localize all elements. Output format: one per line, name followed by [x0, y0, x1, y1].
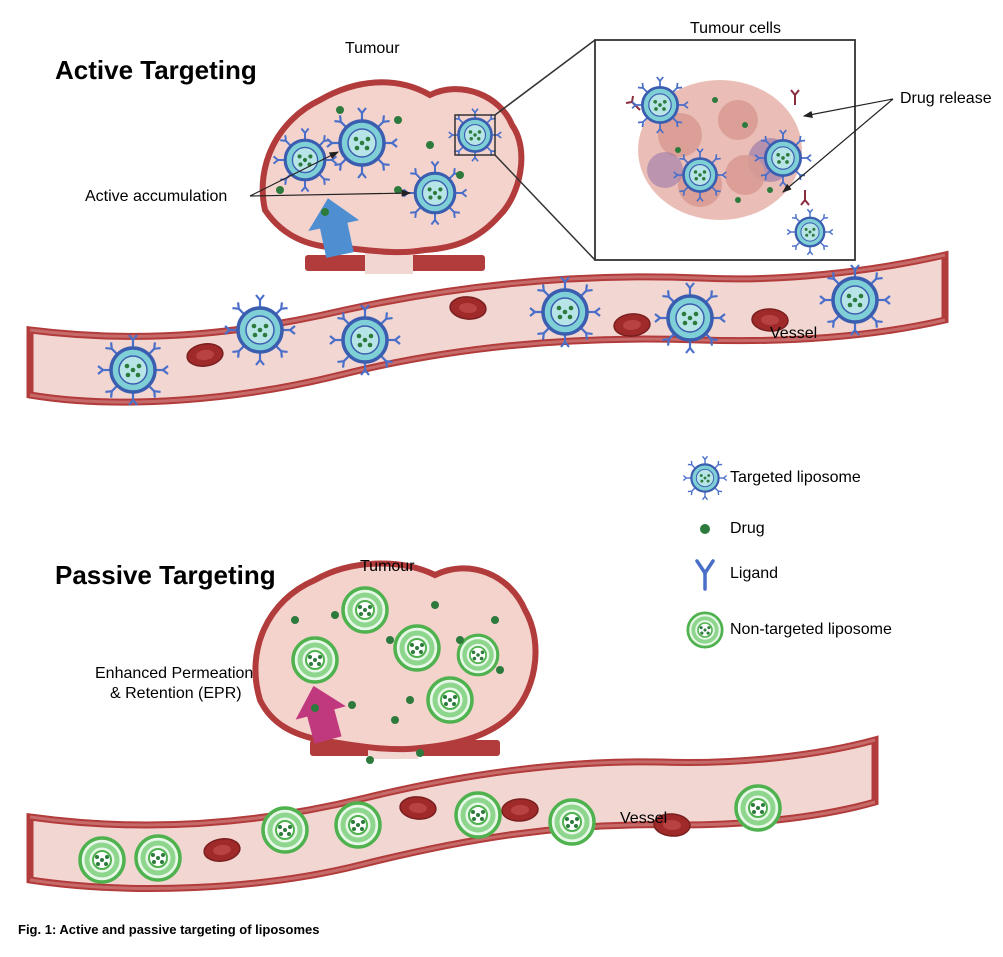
- legend-row-drug: Drug: [680, 519, 892, 539]
- targeted-liposome-icon: [680, 455, 730, 501]
- label-epr-line2: & Retention (EPR): [110, 685, 242, 703]
- label-epr-line1: Enhanced Permeation: [95, 665, 253, 683]
- title-active: Active Targeting: [55, 55, 257, 86]
- drug-icon: [680, 519, 730, 539]
- legend-label-drug: Drug: [730, 520, 765, 538]
- nontargeted-liposome-icon: [680, 609, 730, 651]
- label-tumour-active: Tumour: [345, 40, 400, 58]
- legend-row-ligand: Ligand: [680, 557, 892, 591]
- title-passive: Passive Targeting: [55, 560, 276, 591]
- figure-caption: Fig. 1: Active and passive targeting of …: [18, 922, 319, 937]
- figure-root: Active Targeting Passive Targeting Tumou…: [0, 0, 1003, 957]
- label-vessel-passive: Vessel: [620, 810, 667, 828]
- legend-label-ligand: Ligand: [730, 565, 778, 583]
- label-vessel-active: Vessel: [770, 325, 817, 343]
- ligand-icon: [680, 557, 730, 591]
- callout-box: [595, 40, 855, 260]
- legend-label-nontargeted: Non-targeted liposome: [730, 621, 892, 639]
- label-drug-release: Drug release: [900, 90, 992, 108]
- callout-line-top: [495, 40, 595, 115]
- label-tumour-cells: Tumour cells: [690, 20, 781, 38]
- label-active-accumulation: Active accumulation: [85, 188, 227, 206]
- legend: Targeted liposome Drug Ligand Non-target…: [680, 455, 892, 669]
- label-tumour-passive: Tumour: [360, 558, 415, 576]
- legend-row-nontargeted: Non-targeted liposome: [680, 609, 892, 651]
- legend-row-targeted: Targeted liposome: [680, 455, 892, 501]
- legend-label-targeted: Targeted liposome: [730, 469, 861, 487]
